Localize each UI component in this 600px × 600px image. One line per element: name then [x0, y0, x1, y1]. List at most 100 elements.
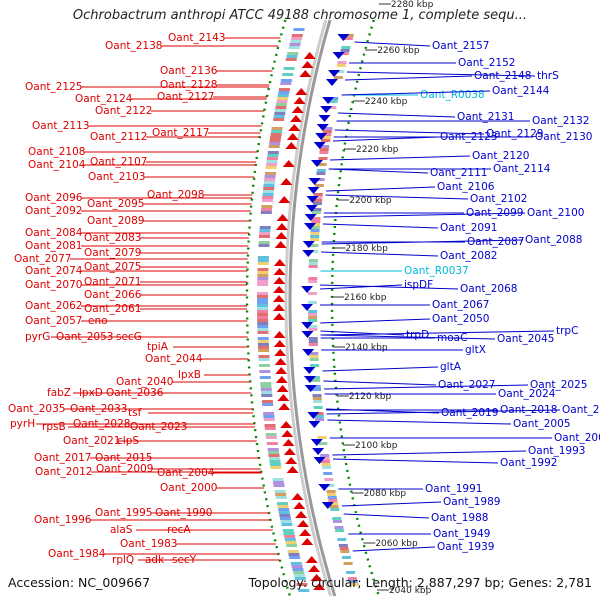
feature-block	[337, 61, 347, 64]
feature-block	[321, 463, 331, 466]
left-gene-label: Oant_2035	[8, 403, 65, 415]
feature-block	[261, 391, 272, 394]
feature-block	[257, 271, 269, 274]
feature-block	[330, 508, 340, 511]
right-gene-label: Oant_2106	[437, 181, 495, 193]
feature-block	[322, 466, 332, 469]
feature-block	[315, 418, 325, 421]
right-leader-line	[343, 513, 430, 519]
feature-block	[317, 436, 327, 439]
map-title: Ochrobactrum anthropi ATCC 49188 chromos…	[72, 8, 528, 23]
feature-block	[273, 118, 285, 121]
feature-block	[284, 538, 296, 541]
feature-block	[260, 388, 272, 391]
feature-block	[281, 523, 293, 526]
right-gene-label: Oant_R0038	[420, 89, 485, 101]
feature-block	[326, 490, 336, 493]
right-leader-line	[325, 194, 469, 200]
left-gene-label: Oant_2112	[90, 131, 147, 143]
reverse-gene-arrow	[303, 367, 316, 374]
feature-block	[308, 259, 318, 262]
forward-gene-arrow	[288, 124, 301, 131]
feature-block	[266, 160, 278, 163]
reverse-gene-arrow	[316, 124, 329, 131]
forward-gene-arrow	[293, 97, 306, 104]
feature-block	[323, 472, 333, 475]
feature-block	[327, 106, 337, 109]
right-gene-label: Oant_2005	[513, 418, 570, 430]
feature-block	[263, 415, 275, 418]
feature-block	[321, 460, 331, 463]
feature-block	[320, 145, 330, 148]
feature-block	[272, 478, 284, 481]
forward-gene-arrow	[313, 583, 326, 590]
forward-gene-arrow	[276, 385, 289, 392]
left-gene-label: Oant_2053	[56, 331, 113, 343]
feature-block	[259, 235, 270, 238]
reverse-gene-arrow	[307, 412, 320, 419]
right-leader-line	[320, 330, 405, 336]
feature-block	[312, 208, 322, 211]
feature-block	[257, 283, 269, 286]
right-gene-label: Oant_1991	[425, 483, 482, 495]
feature-block	[260, 385, 272, 388]
feature-block	[259, 229, 271, 232]
left-gene-label: lpxB	[178, 369, 201, 381]
feature-block	[316, 172, 326, 175]
right-leader-line	[322, 366, 439, 372]
right-gene-label: Oant_2152	[458, 57, 515, 69]
feature-block	[324, 478, 334, 481]
feature-block	[335, 70, 345, 73]
feature-block	[287, 550, 299, 553]
feature-block	[290, 562, 302, 565]
forward-gene-arrow	[301, 538, 314, 545]
left-gene-label: Oant_2125	[25, 81, 82, 93]
left-gene-label: Oant_2036	[106, 387, 164, 399]
feature-block	[275, 496, 287, 499]
feature-block	[298, 589, 310, 592]
feature-block	[286, 55, 298, 58]
left-gene-label: Oant_2017	[34, 452, 91, 464]
feature-block	[340, 49, 350, 52]
right-gene-label: Oant_2091	[440, 222, 497, 234]
feature-block	[261, 205, 273, 208]
feature-block	[264, 427, 276, 430]
feature-block	[258, 358, 270, 361]
scale-tick-label: 2100 kbp	[355, 441, 398, 451]
feature-block	[265, 172, 276, 175]
forward-gene-arrow	[299, 529, 312, 536]
feature-block	[312, 211, 321, 214]
feature-block	[296, 583, 308, 586]
forward-gene-arrow	[299, 70, 312, 77]
left-gene-label: Oant_1996	[34, 514, 92, 526]
forward-gene-arrow	[297, 520, 310, 527]
feature-block	[285, 541, 297, 544]
feature-block	[329, 97, 339, 100]
forward-gene-arrow	[274, 241, 287, 248]
right-gene-label: Oant_2114	[493, 163, 551, 175]
feature-block	[276, 502, 288, 505]
left-gene-label: Oant_2033	[70, 403, 127, 415]
feature-block	[288, 553, 300, 556]
feature-block	[271, 127, 283, 130]
feature-block	[278, 91, 290, 94]
feature-block	[310, 238, 319, 241]
feature-block	[293, 571, 305, 574]
left-gene-label: Oant_2103	[88, 171, 145, 183]
left-gene-label: Oant_1984	[48, 548, 106, 560]
feature-block	[268, 454, 280, 457]
feature-block	[314, 184, 324, 187]
feature-block	[308, 316, 318, 319]
feature-block	[313, 199, 323, 202]
left-gene-label: pyrH	[10, 418, 35, 430]
left-gene-label: Oant_2084	[25, 227, 83, 239]
forward-gene-arrow	[291, 106, 304, 113]
right-gene-label: Oant_2067	[432, 299, 489, 311]
feature-block	[258, 244, 270, 247]
reverse-gene-arrow	[310, 439, 323, 446]
forward-gene-arrow	[280, 421, 293, 428]
scale-tick-label: 2240 kbp	[365, 97, 408, 107]
feature-block	[308, 343, 318, 346]
right-gene-label: Oant_2019	[441, 407, 498, 419]
left-gene-label: lpxD	[79, 387, 103, 399]
